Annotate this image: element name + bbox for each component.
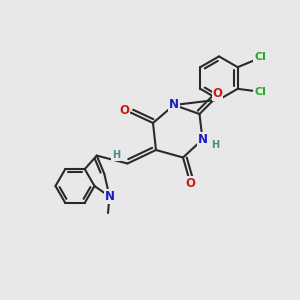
- Text: N: N: [105, 190, 115, 203]
- Text: H: H: [211, 140, 219, 150]
- Text: H: H: [112, 150, 120, 160]
- Text: N: N: [169, 98, 179, 112]
- Text: N: N: [197, 133, 208, 146]
- Text: Cl: Cl: [254, 52, 266, 62]
- Text: Cl: Cl: [254, 87, 266, 97]
- Text: O: O: [185, 177, 196, 190]
- Text: O: O: [119, 104, 129, 118]
- Text: O: O: [212, 87, 223, 101]
